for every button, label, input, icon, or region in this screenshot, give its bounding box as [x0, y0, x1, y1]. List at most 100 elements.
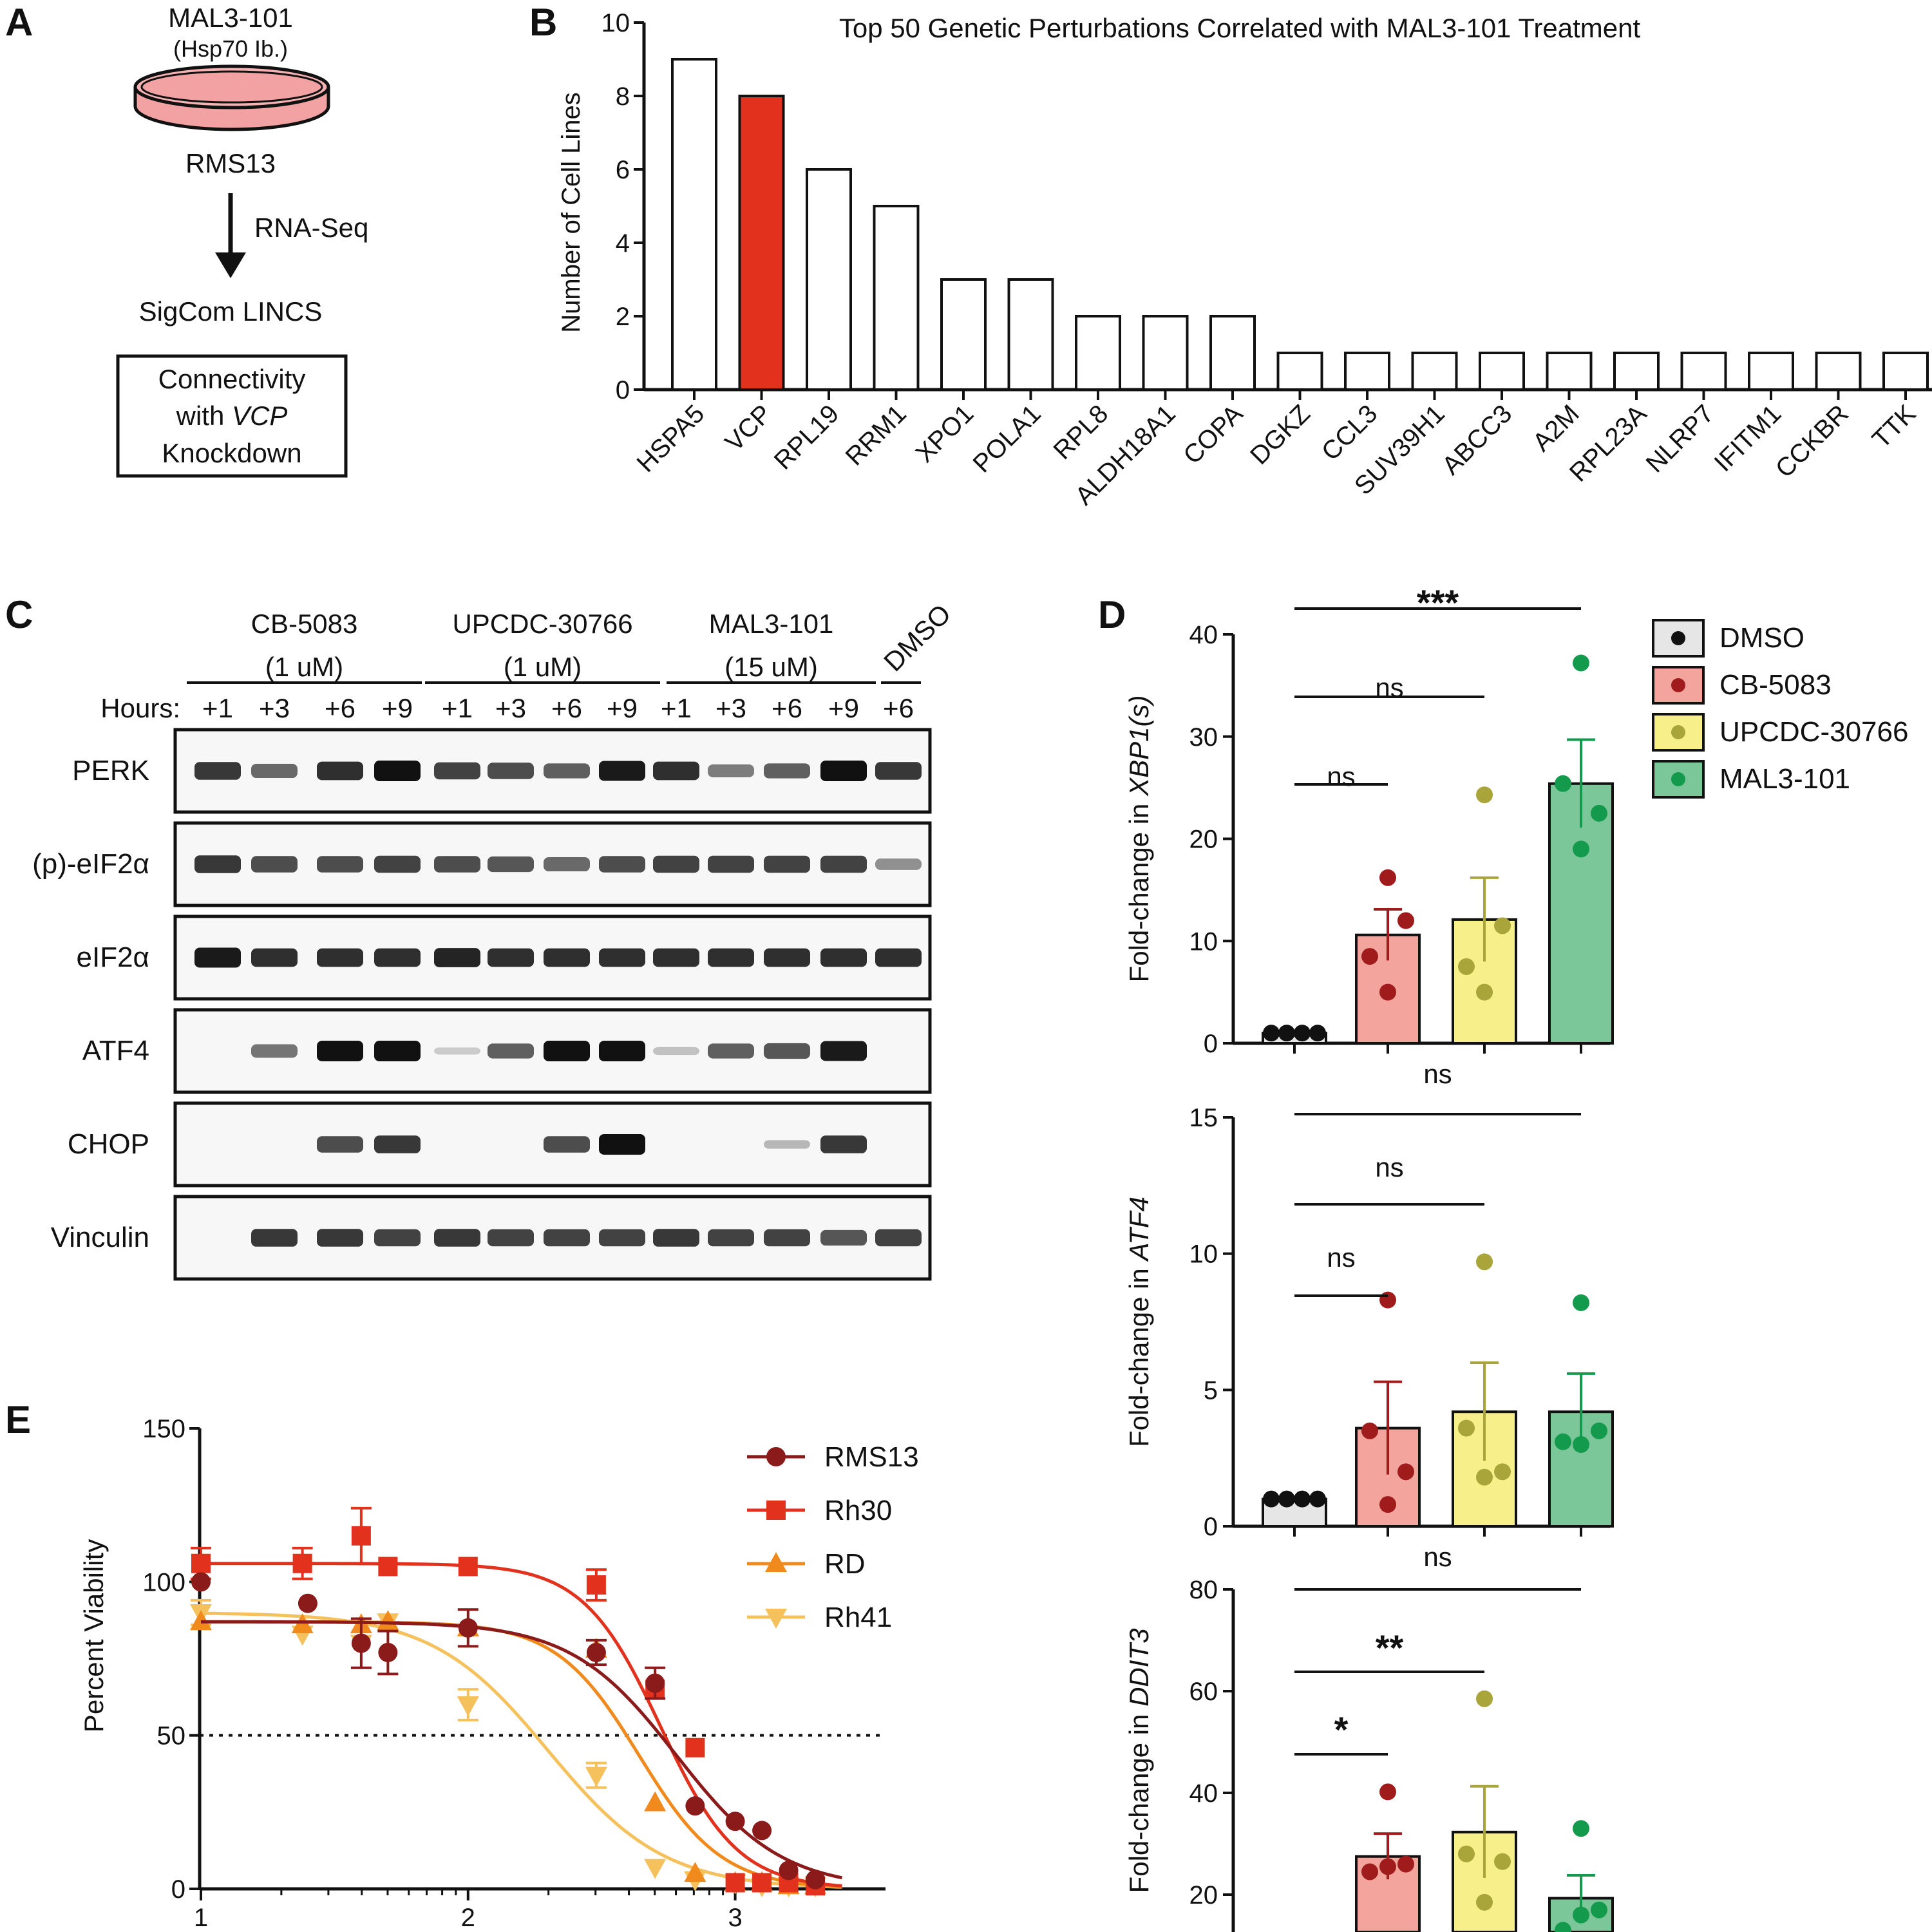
- y-tick-label: 40: [1189, 621, 1218, 649]
- data-point: [1278, 1025, 1295, 1042]
- data-point: [378, 1642, 398, 1662]
- data-point: [1591, 804, 1607, 822]
- treatment-concentration: (1 uM): [504, 652, 582, 682]
- blot-label: eIF2α: [77, 942, 149, 973]
- box-line-3: Knockdown: [162, 438, 301, 468]
- arrow-down-icon: [215, 193, 246, 278]
- data-point: [585, 1766, 607, 1787]
- y-axis-label-gene: ATF4: [1124, 1197, 1154, 1263]
- data-point: [806, 1870, 826, 1889]
- y-axis-label: Fold-change in XBP1(s): [1124, 696, 1154, 983]
- box-line-1: Connectivity: [158, 364, 306, 394]
- y-axis-label: Number of Cell Lines: [557, 92, 585, 333]
- data-point: [1476, 1253, 1493, 1271]
- y-tick-label: 0: [1204, 1513, 1218, 1541]
- blot-band: [764, 855, 810, 873]
- y-axis-label: Fold-change in ATF4: [1124, 1197, 1154, 1447]
- panel-b-chart: B Top 50 Genetic Perturbations Correlate…: [529, 1, 1932, 511]
- legend-label: UPCDC-30766: [1719, 716, 1908, 748]
- blot-band: [599, 1229, 645, 1247]
- hour-label: +3: [715, 693, 746, 723]
- series-rh41: [190, 1598, 842, 1898]
- panel-e-letter: E: [5, 1398, 31, 1441]
- blot-band: [764, 763, 810, 779]
- x-tick-label: TTK: [1867, 399, 1922, 454]
- bar-rpl8: [1075, 315, 1121, 391]
- blot-band: [653, 1046, 699, 1056]
- significance-label: **: [1376, 1627, 1404, 1668]
- blot-band: [544, 763, 590, 779]
- bar-rpl23a: [1613, 352, 1660, 391]
- blot-band: [251, 948, 298, 967]
- data-point: [1263, 1490, 1280, 1508]
- significance-label: ns: [1423, 1059, 1452, 1089]
- x-tick-label: COPA: [1178, 399, 1248, 469]
- blot-band: [820, 1135, 867, 1153]
- data-point: [644, 1791, 667, 1812]
- blot-band: [374, 948, 421, 967]
- blot-band: [374, 761, 421, 781]
- bar-copa: [1209, 315, 1256, 391]
- blot-band: [488, 1229, 534, 1247]
- compound-label: MAL3-101: [168, 3, 293, 33]
- box-line-2: with VCP: [176, 401, 288, 431]
- blot-band: [317, 1041, 363, 1061]
- bar-ttk: [1882, 352, 1929, 391]
- data-point: [1361, 948, 1378, 965]
- data-point: [458, 1618, 478, 1638]
- bar-pola1: [1007, 278, 1054, 391]
- blot-band: [544, 1136, 590, 1153]
- data-point: [1555, 1922, 1571, 1932]
- blot-label: Vinculin: [51, 1222, 149, 1253]
- bar-rpl19: [806, 168, 852, 391]
- blot-band: [374, 1135, 421, 1153]
- x-tick-label: POLA1: [968, 399, 1046, 478]
- bar-nlrp7: [1680, 352, 1727, 391]
- x-tick-label: RPL8: [1048, 399, 1113, 465]
- blot-band: [434, 1229, 480, 1247]
- legend-marker: [1671, 725, 1685, 739]
- blot-band: [194, 947, 241, 968]
- blot-band: [374, 1041, 421, 1061]
- y-tick-label: 80: [1189, 1576, 1218, 1604]
- data-point: [1476, 1468, 1493, 1486]
- hour-label: +9: [607, 693, 638, 723]
- blot-band: [317, 856, 363, 873]
- data-point: [1379, 1858, 1396, 1875]
- y-tick-label: 0: [171, 1875, 185, 1904]
- blot-band: [653, 855, 699, 873]
- x-tick-label: 2: [461, 1904, 475, 1932]
- hour-label: +3: [495, 693, 526, 723]
- legend-label: RD: [824, 1548, 866, 1580]
- blot-band: [599, 1134, 645, 1155]
- y-axis-label-prefix: Fold-change in: [1124, 1707, 1154, 1893]
- y-tick-label: 8: [616, 82, 630, 111]
- legend-swatch: [1652, 760, 1705, 799]
- blot-band: [434, 856, 480, 873]
- x-tick-label: ABCC3: [1437, 399, 1517, 480]
- treatment-concentration: (1 uM): [265, 652, 343, 682]
- data-point: [1397, 1855, 1414, 1873]
- data-point: [378, 1557, 398, 1577]
- blot-band: [488, 1043, 534, 1059]
- compound-note: (Hsp70 Ib.): [173, 35, 288, 62]
- bar-aldh18a1: [1142, 315, 1189, 391]
- series-rd: [190, 1610, 842, 1895]
- blot-band: [764, 948, 810, 967]
- blot-label: PERK: [72, 755, 149, 786]
- chart-title: Top 50 Genetic Perturbations Correlated …: [839, 13, 1641, 43]
- blot-band: [708, 764, 754, 777]
- y-tick-label: 10: [1189, 927, 1218, 956]
- data-point: [586, 1575, 606, 1595]
- blot-band: [875, 948, 922, 967]
- blot-label: (p)-eIF2α: [32, 848, 149, 880]
- bar-chart-xbp1s: 0 10 20 30 40 Fold-change in XBP1(s) *** ns ns: [1124, 582, 1614, 1058]
- panel-c-letter: C: [5, 593, 33, 636]
- y-tick-label: 30: [1189, 723, 1218, 752]
- y-tick-label: 5: [1204, 1376, 1218, 1405]
- blot-band: [251, 1044, 298, 1058]
- data-point: [1361, 1863, 1378, 1880]
- data-point: [1476, 786, 1493, 804]
- data-point: [1379, 1291, 1396, 1309]
